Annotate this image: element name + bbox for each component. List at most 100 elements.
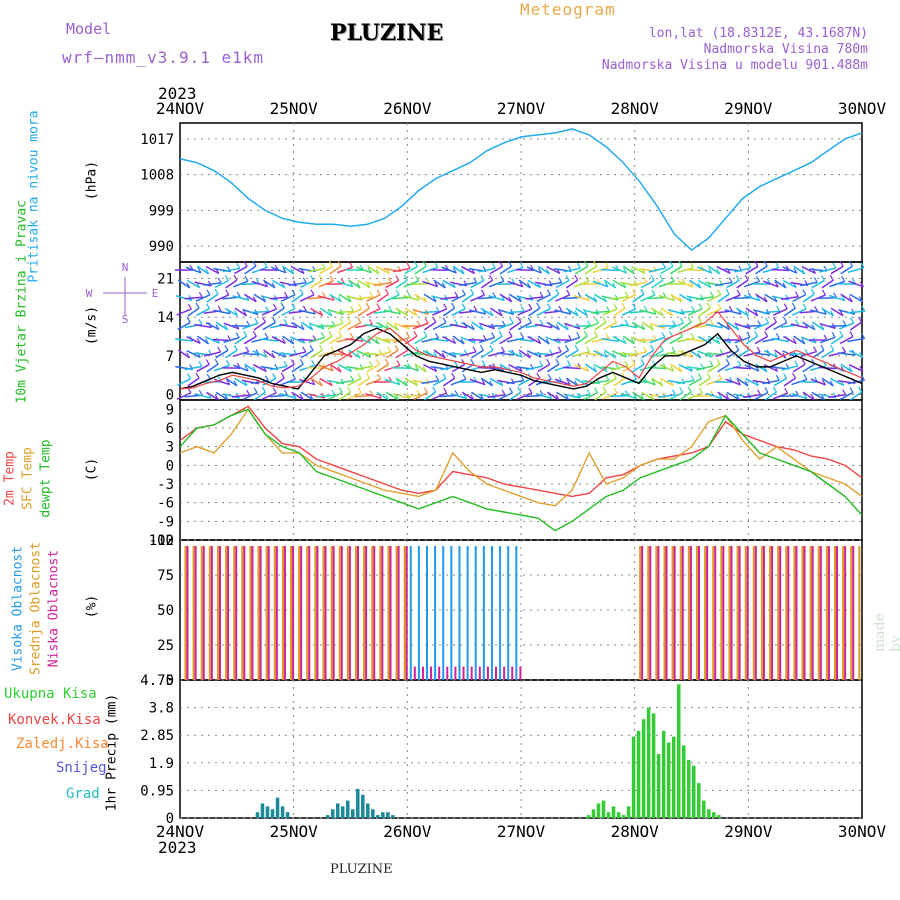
wind-barb bbox=[678, 350, 693, 358]
wind-barb bbox=[506, 310, 525, 314]
wind-barb bbox=[354, 296, 373, 300]
wind-barb bbox=[244, 363, 257, 373]
cloud-bar-mid bbox=[679, 546, 682, 680]
wind-barb bbox=[270, 365, 288, 371]
wind-barb bbox=[839, 391, 854, 401]
wind-barb bbox=[442, 307, 456, 317]
wind-barb bbox=[280, 372, 285, 379]
wind-barb bbox=[612, 373, 617, 379]
wind-barb bbox=[528, 303, 533, 310]
wind-barb bbox=[621, 308, 637, 316]
wind-barb bbox=[471, 349, 484, 359]
wind-barb bbox=[195, 302, 200, 309]
precip-bar bbox=[707, 809, 711, 818]
wind-barb bbox=[517, 377, 532, 387]
cloud-bar-mid bbox=[338, 546, 341, 680]
wind-barb bbox=[244, 265, 257, 275]
wind-barb bbox=[528, 307, 541, 317]
wind-barb bbox=[460, 268, 465, 275]
cloud-bar-low bbox=[511, 666, 514, 680]
wind-barb bbox=[679, 293, 693, 303]
wind-barb bbox=[577, 292, 582, 298]
wind-barb bbox=[393, 267, 411, 273]
wind-barb bbox=[432, 316, 437, 323]
wind-barb bbox=[480, 275, 485, 281]
wind-barb bbox=[394, 344, 399, 351]
wind-barb bbox=[337, 296, 342, 303]
cloud-unit: (%) bbox=[84, 594, 100, 619]
cloud-bar-mid bbox=[403, 546, 406, 680]
wind-barb bbox=[272, 303, 277, 310]
wind-barb bbox=[529, 294, 534, 301]
wind-barb bbox=[814, 305, 819, 312]
y-tick-label: 1017 bbox=[140, 132, 174, 148]
y-tick-label: 999 bbox=[149, 203, 174, 219]
wind-barb bbox=[479, 322, 495, 330]
wind-barb bbox=[774, 349, 787, 359]
wind-barb bbox=[406, 263, 411, 269]
wind-barb bbox=[773, 377, 787, 387]
model-name: wrf—nmm_v3.9.1 e1km bbox=[62, 48, 265, 67]
wind-barb bbox=[375, 338, 380, 345]
cloud-bar-low bbox=[267, 546, 270, 680]
wind-barb bbox=[860, 374, 865, 381]
wind-barb bbox=[784, 387, 789, 394]
wind-barb bbox=[772, 392, 788, 400]
precip-bar bbox=[376, 815, 380, 818]
wind-barb bbox=[441, 282, 446, 289]
wind-barb bbox=[357, 387, 362, 394]
wind-barb bbox=[186, 350, 201, 358]
wind-barb bbox=[659, 364, 675, 372]
wind-barb bbox=[839, 335, 854, 345]
wind-barb bbox=[736, 377, 749, 387]
wind-barb bbox=[406, 332, 411, 338]
wind-barb bbox=[243, 261, 248, 267]
wind-barb bbox=[365, 392, 382, 400]
wind-barb bbox=[802, 363, 815, 373]
wind-barb bbox=[695, 394, 714, 398]
wind-barb bbox=[602, 316, 607, 323]
wind-barb bbox=[470, 324, 475, 330]
wind-barb bbox=[434, 281, 439, 287]
cloud-bar-low bbox=[446, 666, 449, 680]
wind-barb bbox=[384, 378, 401, 386]
wind-barb bbox=[640, 394, 645, 401]
wind-barb bbox=[762, 266, 779, 274]
precip-bar bbox=[676, 684, 681, 818]
wind-barb bbox=[820, 275, 825, 281]
wind-barb bbox=[214, 394, 219, 401]
wind-barb bbox=[451, 302, 456, 309]
wind-barb bbox=[451, 372, 456, 379]
wind-barb bbox=[245, 346, 250, 352]
date-tick-label-top: 28NOV bbox=[611, 99, 660, 118]
wind-barb bbox=[811, 349, 825, 359]
precip-bar bbox=[381, 812, 385, 818]
wind-barb bbox=[592, 266, 609, 274]
wind-barb bbox=[651, 379, 656, 386]
wind-barb bbox=[612, 335, 627, 345]
wind-barb bbox=[290, 265, 305, 275]
y-tick-label: 0 bbox=[166, 811, 174, 827]
wind-barb bbox=[290, 338, 295, 345]
wind-barb bbox=[527, 335, 542, 345]
wind-barb bbox=[481, 360, 486, 366]
cloud-bar-mid bbox=[728, 546, 731, 680]
wind-barb bbox=[222, 267, 241, 273]
wind-barb bbox=[828, 351, 846, 357]
wind-barb bbox=[650, 275, 655, 281]
wind-barb bbox=[272, 307, 285, 317]
precip-bar bbox=[270, 809, 275, 818]
wind-barb bbox=[288, 282, 307, 286]
wind-barb bbox=[576, 332, 581, 338]
wind-barb bbox=[818, 366, 837, 370]
wind-barb bbox=[284, 291, 289, 298]
wind-barb bbox=[217, 305, 222, 312]
wind-barb bbox=[568, 334, 573, 341]
wind-barb bbox=[847, 379, 865, 385]
wind-barb bbox=[629, 281, 648, 287]
wind-barb bbox=[849, 293, 863, 303]
wind-barb bbox=[204, 336, 220, 344]
wind-barb bbox=[776, 305, 781, 312]
wind-barb bbox=[518, 351, 523, 358]
wind-barb bbox=[659, 380, 664, 387]
